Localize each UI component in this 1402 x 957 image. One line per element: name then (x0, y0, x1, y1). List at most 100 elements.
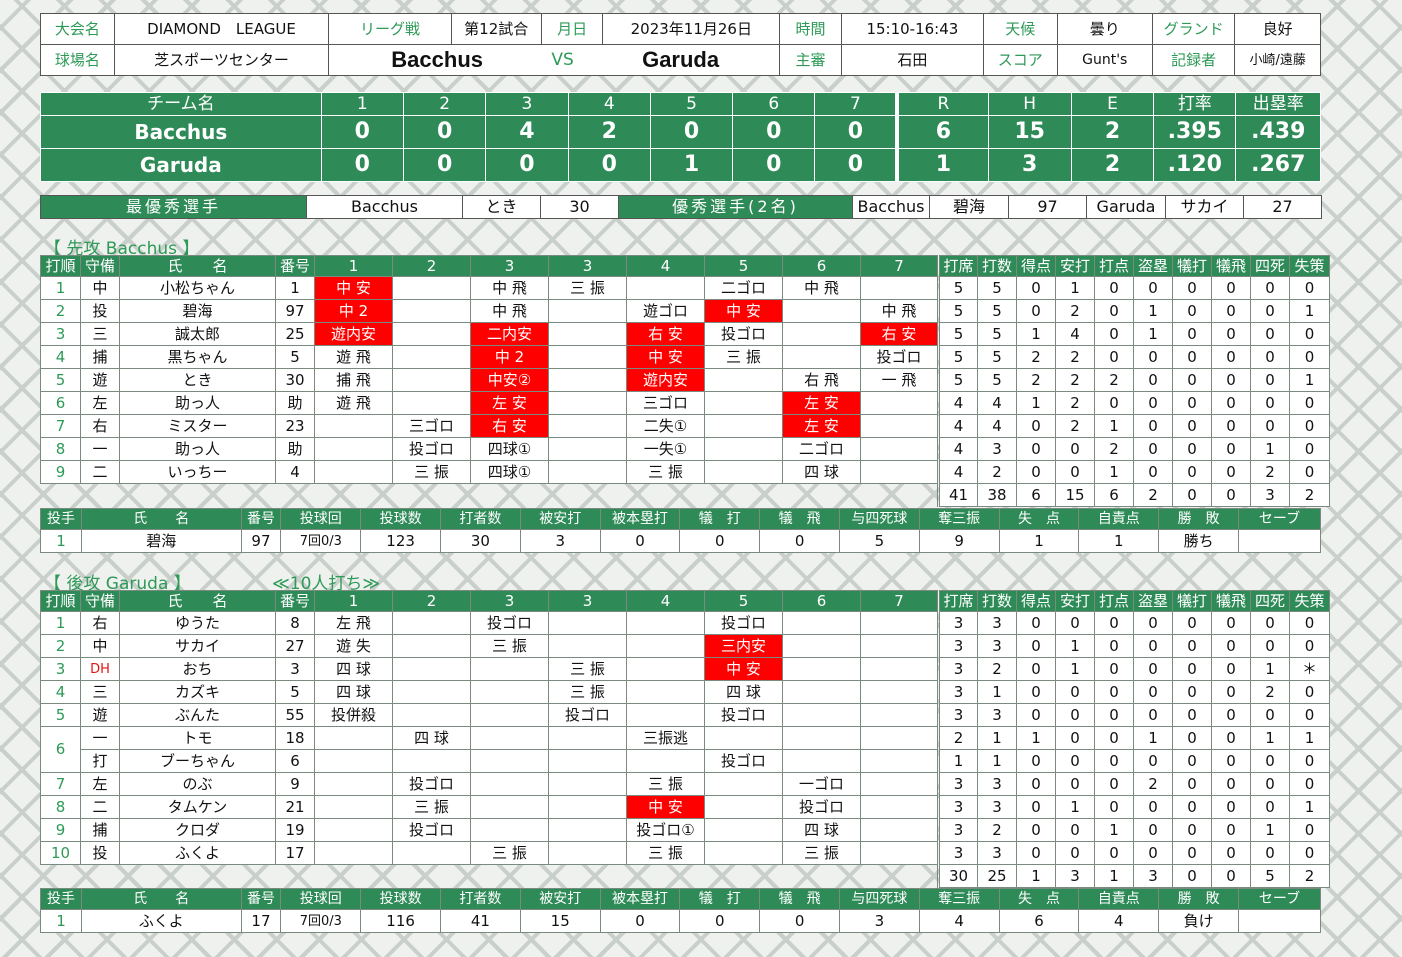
pitcher-result: 負け (1158, 909, 1239, 933)
at-bat-result (392, 634, 471, 658)
pitching-header: 被安打 (519, 508, 601, 530)
batting-stat: 0 (1172, 460, 1212, 484)
at-bat-result: 捕 飛 (314, 368, 393, 392)
batting-header: 1 (314, 255, 393, 277)
at-bat-result (782, 703, 861, 727)
at-bat-result (548, 460, 627, 484)
bottom-section-title: 【 後攻 Garuda 】 (44, 574, 191, 594)
at-bat-result (860, 611, 939, 635)
at-bat-result: 四 球 (782, 818, 861, 842)
at-bat-result: 一ゴロ (782, 772, 861, 796)
player-name: 誠太郎 (119, 322, 276, 346)
pitcher-sac: 0 (679, 529, 761, 553)
batting-stat: ＊ (1289, 657, 1330, 681)
batting-stat: 0 (1133, 657, 1173, 681)
batting-stat: 2 (977, 657, 1017, 681)
batting-stat: 0 (1211, 299, 1251, 323)
recorder-label: 記録者 (1151, 44, 1236, 76)
pitcher-save (1237, 529, 1322, 553)
batting-header: 安打 (1055, 255, 1095, 277)
pitcher-no: 97 (240, 529, 282, 553)
at-bat-result (548, 345, 627, 369)
at-bat-result (860, 795, 939, 819)
batting-stat: 0 (1172, 414, 1212, 438)
player-name: 黒ちゃん (119, 345, 276, 369)
batting-stat: 0 (1289, 322, 1330, 346)
at-bat-result: 中 安 (626, 345, 705, 369)
at-bat-result (392, 299, 471, 323)
at-bat-result: 三 振 (470, 634, 549, 658)
player-number: 21 (275, 795, 315, 819)
batting-stat: 0 (1211, 414, 1251, 438)
batting-header: 3 (470, 255, 549, 277)
at-bat-result: 左 安 (782, 391, 861, 415)
at-bat-result (704, 437, 783, 461)
batting-header: 失策 (1289, 255, 1330, 277)
batting-header: 犠飛 (1211, 255, 1251, 277)
scoreboard-h: 15 (987, 115, 1072, 149)
batting-stat: 0 (1211, 634, 1251, 658)
inning-score: 0 (732, 115, 816, 149)
at-bat-result (626, 611, 705, 635)
weather-label: 天候 (982, 13, 1058, 45)
inning-score: 0 (485, 148, 569, 182)
game-info-table: 大会名 DIAMOND LEAGUE リーグ戦 第12試合 月日 2023年11… (40, 13, 1321, 76)
good-player-1-number: 97 (1008, 195, 1087, 219)
batting-stat: 5 (937, 322, 978, 346)
at-bat-result: 投ゴロ (704, 611, 783, 635)
at-bat-result (860, 460, 939, 484)
batting-stat: 0 (1289, 634, 1330, 658)
batting-header: 4 (626, 255, 705, 277)
at-bat-result (782, 634, 861, 658)
batting-stat: 1 (1250, 726, 1290, 750)
game-type: リーグ戦 (328, 13, 452, 45)
scoreboard-header: 5 (649, 92, 734, 116)
pitcher-ip: 7回0/3 (280, 909, 362, 933)
batting-stat: 3 (977, 795, 1017, 819)
pitching-header: 被本塁打 (599, 888, 681, 910)
pitching-header: 勝 敗 (1158, 888, 1239, 910)
batting-stat: 1 (1133, 322, 1173, 346)
batting-header: 打数 (977, 255, 1017, 277)
scorer-label: スコア (982, 44, 1058, 76)
batting-stat: 1 (1133, 726, 1173, 750)
at-bat-result (548, 634, 627, 658)
player-number: 55 (275, 703, 315, 727)
batting-stat: 2 (1055, 368, 1095, 392)
at-bat-result: 三 振 (626, 460, 705, 484)
pitching-header: 犠 打 (679, 508, 761, 530)
batting-stat: 0 (1016, 772, 1056, 796)
game-time: 15:10-16:43 (840, 13, 984, 45)
recorder-value: 小崎/遠藤 (1234, 44, 1321, 76)
batting-stat: 0 (1133, 611, 1173, 635)
scoreboard-header-row: チーム名 1 2 3 4 5 6 7 R H E 打率 出塁率 (40, 92, 1321, 116)
pitcher-sac: 0 (679, 909, 761, 933)
at-bat-result (548, 611, 627, 635)
at-bat-result: 遊 失 (314, 634, 393, 658)
at-bat-result: 二ゴロ (782, 437, 861, 461)
best-player-name: とき (462, 195, 541, 219)
batting-stat: 5 (977, 368, 1017, 392)
batting-header: 6 (782, 255, 861, 277)
fielding-position: 捕 (80, 818, 120, 842)
batting-row: 8 一助っ人助投ゴロ 四球① 一失① 二ゴロ 4 3 0 0 2 0 0 0 1 0 (40, 437, 1330, 461)
pitching-header: セーブ (1237, 888, 1322, 910)
batting-stat: 2 (1016, 345, 1056, 369)
player-name: サカイ (119, 634, 276, 658)
scoreboard-r: 1 (895, 148, 989, 182)
scoreboard-header: 出塁率 (1235, 92, 1321, 116)
at-bat-result (860, 772, 939, 796)
at-bat-result: 投ゴロ (392, 437, 471, 461)
at-bat-result: 中 2 (314, 299, 393, 323)
at-bat-result (626, 703, 705, 727)
at-bat-result: 中 飛 (470, 276, 549, 300)
batting-order: 7 (40, 414, 81, 438)
inning-score: 0 (814, 148, 898, 182)
at-bat-result (782, 345, 861, 369)
batting-stat: 0 (1250, 795, 1290, 819)
batting-stat: 0 (1094, 299, 1134, 323)
batting-stat: 0 (1289, 276, 1330, 300)
batting-stat: 5 (937, 276, 978, 300)
pitching-header: 投手 (40, 508, 82, 530)
batting-stat: 1 (1289, 795, 1330, 819)
